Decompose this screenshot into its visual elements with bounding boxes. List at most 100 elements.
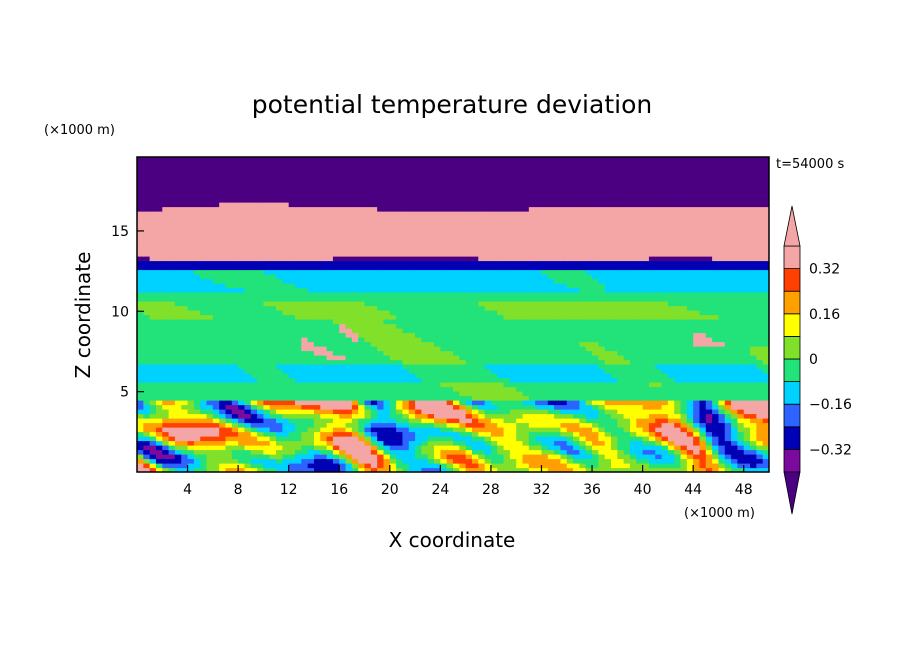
field-cell [345,256,353,262]
field-cell [661,274,669,280]
field-cell [718,364,726,370]
field-cell [244,287,252,293]
field-cell [288,283,296,289]
field-cell [244,449,252,455]
field-cell [579,400,587,406]
field-cell [370,292,378,298]
field-cell [712,391,720,397]
field-cell [225,355,233,361]
field-cell [642,292,650,298]
field-cell [478,265,486,271]
field-cell [611,350,618,356]
field-cell [212,265,220,271]
field-cell [522,404,530,410]
field-cell [718,287,726,293]
field-cell [402,463,410,469]
field-cell [655,431,663,437]
field-cell [155,440,163,446]
field-cell [484,274,492,280]
field-cell [377,400,385,406]
field-cell [686,436,694,442]
field-cell [667,355,675,361]
field-cell [585,301,593,307]
field-cell [276,413,283,419]
field-cell [313,409,321,415]
field-cell [566,377,574,383]
field-cell [295,427,302,433]
field-cell [307,409,315,415]
field-cell [693,260,701,266]
field-cell [231,368,239,374]
field-cell [320,337,328,343]
field-cell [585,314,593,320]
field-cell [181,427,189,433]
field-cell [377,319,385,325]
field-cell [554,328,562,334]
field-cell [370,377,378,383]
field-cell [611,373,618,379]
field-cell [522,391,530,397]
field-cell [598,463,606,469]
field-cell [724,382,732,388]
field-cell [661,391,669,397]
field-cell [528,287,536,293]
field-cell [370,265,378,271]
field-cell [332,332,340,338]
field-cell [693,368,701,374]
field-cell [231,404,239,410]
field-cell [174,301,182,307]
field-cell [592,332,599,338]
field-cell [332,427,340,433]
field-cell [642,283,650,289]
field-cell [326,364,334,370]
field-cell [611,449,618,455]
field-cell [573,418,580,424]
field-cell [642,319,650,325]
field-cell [155,305,163,311]
field-cell [370,269,378,275]
field-cell [301,409,309,415]
field-cell [320,359,328,365]
field-cell [585,427,593,433]
field-cell [648,364,656,370]
field-cell [301,445,309,451]
field-cell [743,328,751,334]
field-cell [756,431,764,437]
field-cell [307,260,315,266]
field-cell [402,301,410,307]
field-cell [162,346,170,352]
field-cell [440,355,448,361]
field-cell [377,427,385,433]
field-cell [453,427,460,433]
field-cell [415,287,422,293]
field-cell [453,400,460,406]
field-cell [516,269,524,275]
field-cell [680,418,688,424]
field-cell [212,467,220,472]
field-cell [471,269,479,275]
field-cell [705,400,713,406]
field-cell [756,265,764,271]
field-cell [231,350,239,356]
field-cell [307,251,315,257]
field-cell [206,418,214,424]
field-cell [674,359,682,365]
field-cell [377,296,385,302]
field-cell [737,323,745,329]
field-cell [674,323,682,329]
field-cell [490,413,498,419]
field-cell [421,364,429,370]
time-label: t=54000 s [776,157,844,172]
field-cell [206,296,214,302]
field-cell [137,256,144,262]
field-cell [566,449,574,455]
field-cell [326,355,334,361]
field-cell [206,283,214,289]
field-cell [541,332,549,338]
field-cell [604,427,612,433]
field-cell [238,440,246,446]
field-cell [459,463,467,469]
field-cell [187,382,195,388]
field-cell [370,310,378,316]
field-cell [440,314,448,320]
